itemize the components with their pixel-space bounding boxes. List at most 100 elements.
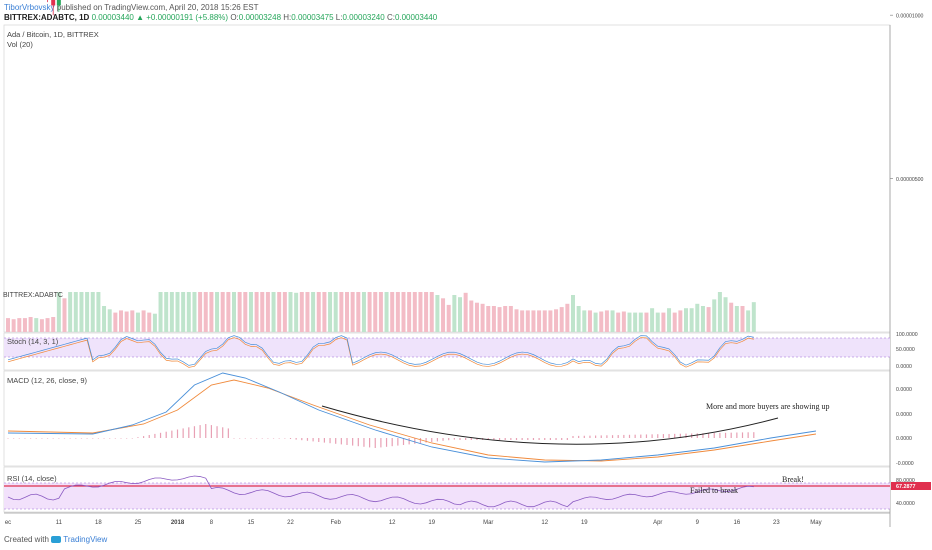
macd-histogram-bar — [154, 433, 156, 438]
volume-bar — [610, 310, 615, 332]
macd-histogram-bar — [645, 434, 648, 438]
volume-bar — [587, 310, 592, 332]
footer-created: Created with — [4, 535, 49, 544]
footer-brand-link[interactable]: TradingView — [63, 535, 108, 544]
macd-histogram-bar — [623, 434, 625, 438]
volume-bar — [700, 306, 705, 332]
volume-bar — [751, 302, 756, 332]
up-triangle-icon: ▲ — [136, 13, 144, 22]
macd-histogram-bar — [532, 438, 535, 440]
time-tick-label: 15 — [248, 520, 255, 526]
macd-histogram-bar — [493, 438, 495, 440]
macd-tick-label: 0.0000 — [896, 387, 912, 393]
volume-bar — [6, 318, 10, 332]
volume-bar — [288, 292, 293, 332]
macd-histogram-bar — [408, 438, 410, 445]
volume-bar — [672, 312, 677, 332]
macd-histogram-bar — [41, 438, 43, 439]
volume-bar — [717, 292, 722, 332]
macd-histogram-bar — [724, 432, 727, 438]
macd-histogram-bar — [267, 438, 269, 439]
macd-histogram-bar — [651, 434, 653, 438]
volume-bar — [282, 292, 287, 332]
failed-annotation: Failed to break — [690, 486, 738, 495]
time-tick-label: 25 — [135, 520, 142, 526]
volume-bar — [554, 309, 559, 332]
macd-histogram-bar — [114, 438, 116, 439]
macd-histogram-bar — [498, 438, 501, 440]
time-tick-label: 9 — [696, 520, 700, 526]
macd-histogram-bar — [312, 438, 314, 442]
time-tick-label: 8 — [210, 520, 214, 526]
volume-bar — [378, 292, 383, 332]
break-annotation: Break! — [782, 475, 804, 484]
volume-bar — [576, 306, 581, 332]
last-price: 0.00003440 — [91, 13, 134, 22]
macd-histogram-bar — [239, 438, 241, 439]
volume-bar — [305, 292, 310, 332]
publish-text: published on TradingView.com, April 20, … — [56, 3, 259, 12]
macd-histogram-bar — [24, 438, 26, 439]
volume-bar — [661, 312, 666, 332]
pane-frame — [3, 370, 891, 467]
volume-bar — [627, 312, 632, 332]
volume-bar — [209, 292, 214, 332]
macd-histogram-bar — [741, 432, 744, 438]
volume-bar — [480, 303, 485, 332]
pane-frame — [3, 24, 891, 333]
buyers-annotation: More and more buyers are showing up — [706, 402, 830, 411]
macd-histogram-bar — [397, 438, 399, 446]
macd-histogram-bar — [442, 438, 444, 441]
rsi-line — [7, 475, 754, 508]
volume-bar — [706, 307, 711, 332]
volume-bar — [655, 312, 660, 332]
volume-bar — [328, 292, 333, 332]
macd-histogram-bar — [199, 425, 201, 438]
macd-tick-label: -0.0000 — [896, 461, 914, 467]
high-value: 0.00003475 — [291, 13, 334, 22]
volume-bar — [604, 310, 609, 332]
volume-bar — [17, 318, 22, 332]
macd-histogram-bar — [176, 429, 179, 438]
macd-histogram-bar — [436, 438, 438, 442]
volume-bar — [565, 303, 570, 332]
macd-histogram-bar — [86, 438, 88, 439]
volume-bar — [203, 292, 208, 332]
macd-histogram-bar — [385, 438, 388, 447]
macd-histogram-bar — [137, 437, 139, 438]
volume-bar — [322, 292, 327, 332]
macd-histogram-bar — [634, 434, 636, 438]
volume-bar — [79, 292, 84, 332]
macd-histogram-bar — [600, 435, 602, 438]
volume-bar — [689, 308, 694, 332]
author-link[interactable]: TiborVrbovsky — [4, 3, 55, 12]
macd-histogram-bar — [306, 438, 309, 441]
volume-bar — [525, 310, 530, 332]
macd-histogram-bar — [120, 438, 122, 439]
macd-histogram-bar — [561, 438, 563, 440]
close-value: 0.00003440 — [394, 13, 438, 22]
macd-histogram-bar — [674, 433, 676, 438]
time-tick-label: 11 — [56, 520, 63, 526]
low-value: 0.00003240 — [342, 13, 385, 22]
tradingview-logo-icon — [51, 536, 62, 544]
ohlc-header: BITTREX:ADABTC, 1D 0.00003440 ▲ +0.00000… — [4, 13, 437, 22]
macd-histogram-bar — [335, 438, 337, 444]
volume-bar — [265, 292, 270, 332]
volume-bar — [192, 292, 197, 332]
macd-histogram-bar — [572, 436, 574, 438]
macd-histogram-bar — [244, 438, 246, 439]
macd-histogram-bar — [527, 438, 529, 440]
macd-histogram-bar — [188, 427, 190, 438]
volume-bar — [695, 303, 700, 332]
macd-trend-curve — [321, 405, 779, 445]
time-tick-label: Apr — [653, 520, 662, 526]
price-tick-label: 0.00001000 — [896, 14, 924, 20]
volume-bar — [418, 292, 423, 332]
volume-bar — [712, 299, 717, 332]
macd-histogram-bar — [736, 432, 738, 438]
time-axis: ec 11 18 25 2018 8 15 22 Feb 12 19 Mar 12 19 Apr 9 16 23 M… — [5, 520, 822, 526]
volume-bar — [39, 319, 44, 332]
time-tick-label: May — [810, 520, 821, 526]
